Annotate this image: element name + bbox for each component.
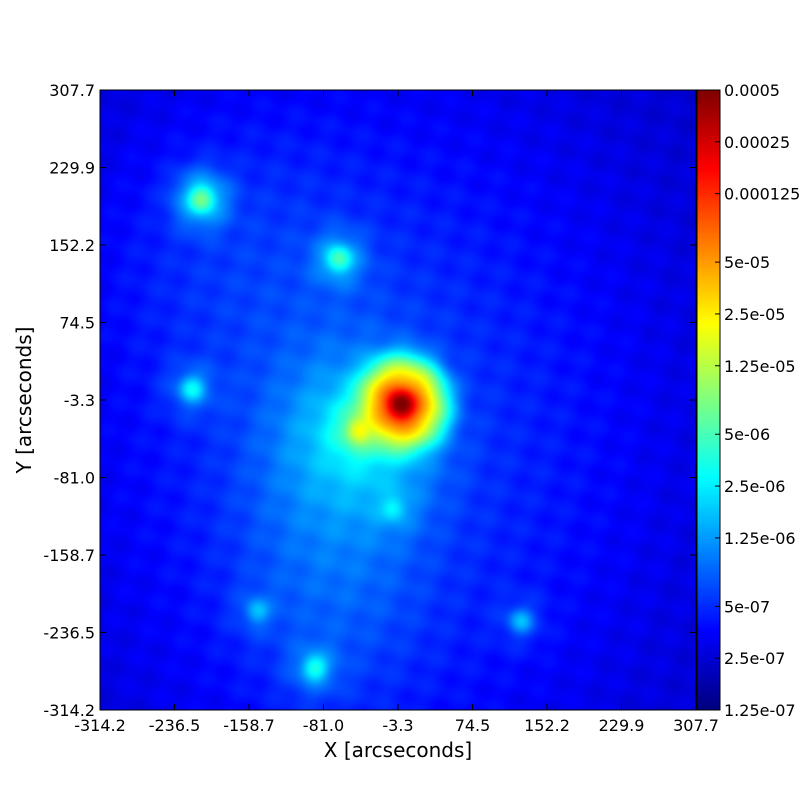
x-tick-label: -236.5 [149,716,201,735]
y-axis-ticks: 307.7 229.9 152.2 74.5 -3.3 -81.0 -158.7 -236.5… [43,81,696,720]
colorbar-tick-label: 0.00025 [724,133,790,152]
colorbar-tick-label: 1.25e-05 [724,357,796,376]
x-tick-label: 307.7 [673,716,719,735]
colorbar-tick-label: 2.5e-06 [724,477,785,496]
colorbar-tick-label: 1.25e-06 [724,529,796,548]
x-tick-label: -81.0 [303,716,344,735]
y-tick-label: 152.2 [49,236,95,255]
y-tick-label: 74.5 [59,314,95,333]
x-tick-label: -314.2 [74,716,126,735]
colorbar-tick-label: 0.0005 [724,81,780,100]
y-tick-label: -81.0 [54,469,95,488]
x-tick-label: -3.3 [382,716,413,735]
colorbar-gradient [697,90,720,710]
colorbar-tick-label: 1.25e-07 [724,701,796,720]
y-tick-label: -314.2 [43,701,95,720]
x-axis-ticks: -314.2 -236.5 -158.7 -81.0 -3.3 74.5 152.2 229.… [74,90,719,735]
heatmap-plot [99,89,697,711]
colorbar: 0.0005 0.00025 0.000125 5e-05 2.5e-05 1.25e-0… [696,81,800,720]
x-tick-label: 229.9 [599,716,645,735]
heatmap-image [100,90,696,710]
colorbar-tick-label: 5e-06 [724,425,770,444]
colorbar-ticks: 0.0005 0.00025 0.000125 5e-05 2.5e-05 1.25e-0… [715,81,800,720]
colorbar-frame [696,89,721,711]
y-tick-label: -3.3 [64,391,95,410]
y-tick-label: 229.9 [49,159,95,178]
y-axis-label: Y [arcseconds] [12,327,36,475]
colorbar-tick-label: 0.000125 [724,185,800,204]
x-tick-label: 152.2 [524,716,570,735]
y-tick-label: -158.7 [43,546,95,565]
colorbar-tick-label: 5e-05 [724,253,770,272]
x-tick-label: -158.7 [223,716,275,735]
y-tick-label: -236.5 [43,624,95,643]
x-axis-label: X [arcseconds] [324,738,472,762]
colorbar-tick-label: 2.5e-07 [724,649,785,668]
x-tick-label: 74.5 [455,716,491,735]
colorbar-tick-label: 5e-07 [724,597,770,616]
y-tick-label: 307.7 [49,81,95,100]
colorbar-tick-label: 2.5e-05 [724,305,785,324]
